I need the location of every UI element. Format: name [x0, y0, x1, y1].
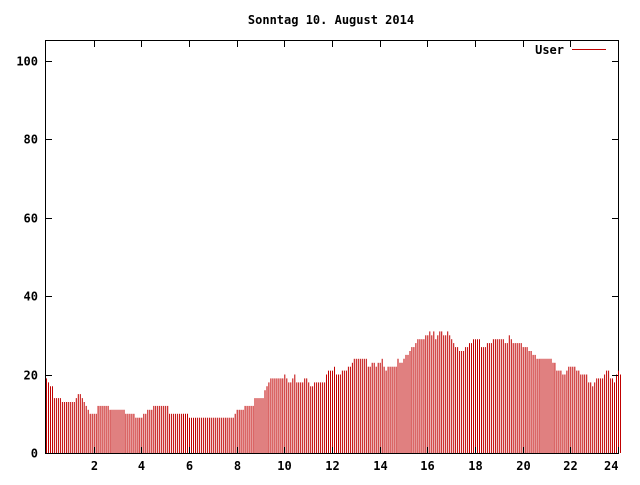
x-tick-label: 14 [373, 459, 387, 473]
legend-label: User [535, 43, 564, 57]
y-tick-label: 80 [24, 133, 38, 147]
y-tick-label: 0 [31, 447, 38, 461]
x-tick-label: 20 [516, 459, 530, 473]
y-tick-label: 20 [24, 369, 38, 383]
plot-frame [45, 40, 619, 454]
y-tick-label: 40 [24, 290, 38, 304]
x-tick-label: 8 [234, 459, 241, 473]
x-tick-label: 2 [91, 459, 98, 473]
x-tick-label: 24 [604, 459, 618, 473]
x-tick-label: 12 [325, 459, 339, 473]
y-tick-label: 100 [16, 55, 38, 69]
x-tick-label: 4 [138, 459, 145, 473]
x-tick-label: 16 [420, 459, 434, 473]
x-tick-label: 18 [468, 459, 482, 473]
x-tick-label: 10 [277, 459, 291, 473]
bars-layer [46, 331, 621, 453]
chart-title: Sonntag 10. August 2014 [248, 13, 414, 27]
legend: User [535, 43, 606, 57]
y-tick-label: 60 [24, 212, 38, 226]
x-tick-label: 22 [563, 459, 577, 473]
x-tick-label: 6 [186, 459, 193, 473]
